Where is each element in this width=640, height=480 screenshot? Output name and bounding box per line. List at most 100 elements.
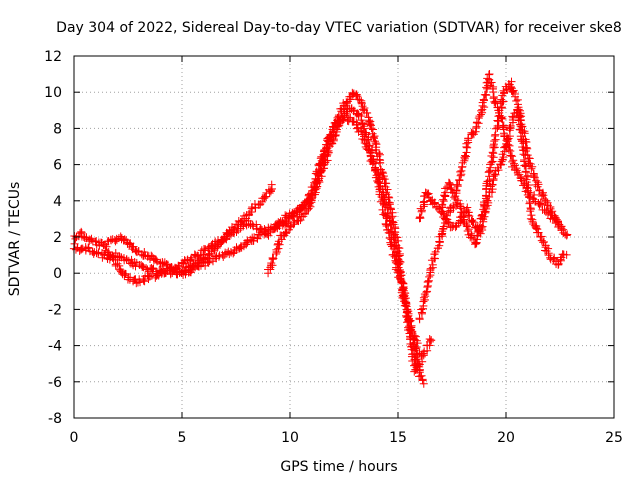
data-point: [509, 88, 518, 97]
data-point: [378, 195, 387, 204]
data-point: [483, 177, 492, 186]
data-point: [458, 212, 467, 221]
data-point: [87, 235, 96, 244]
data-point: [407, 323, 416, 332]
data-point: [130, 257, 139, 266]
data-point: [267, 223, 276, 232]
data-point: [352, 124, 361, 133]
data-point: [493, 116, 502, 125]
data-point: [527, 164, 536, 173]
data-point: [532, 224, 541, 233]
y-tick-label: -8: [48, 411, 62, 427]
data-point: [418, 376, 427, 385]
data-point: [463, 143, 472, 152]
data-point: [390, 252, 399, 261]
data-point: [539, 237, 548, 246]
data-point: [261, 192, 270, 201]
data-point: [393, 268, 402, 277]
data-point: [404, 316, 413, 325]
data-point: [267, 259, 276, 268]
data-point: [362, 108, 371, 117]
tick-labels: 0 5 10 15 20 25 -8 -6 -4 -2 0 2 4 6 8 10 12: [44, 49, 623, 446]
data-point: [317, 152, 326, 161]
data-point: [426, 264, 435, 273]
data-point: [366, 120, 375, 129]
data-point: [412, 361, 421, 370]
x-axis-label: GPS time / hours: [280, 459, 397, 475]
data-point: [530, 173, 539, 182]
data-point: [425, 272, 434, 281]
data-point: [458, 158, 467, 167]
data-point: [499, 97, 508, 106]
data-point: [131, 262, 140, 271]
data-point: [169, 265, 178, 274]
data-point: [487, 158, 496, 167]
data-point: [136, 278, 145, 287]
data-point: [383, 214, 392, 223]
data-point: [294, 217, 303, 226]
data-point: [360, 104, 369, 113]
x-tick-label: 0: [70, 430, 79, 446]
x-tick-label: 20: [497, 430, 515, 446]
data-point: [536, 199, 545, 208]
y-tick-label: -6: [48, 375, 62, 391]
data-point: [452, 180, 461, 189]
data-point: [457, 213, 466, 222]
data-point: [488, 180, 497, 189]
data-point: [94, 248, 103, 257]
data-point: [113, 259, 122, 268]
data-point: [111, 260, 120, 269]
data-point: [203, 258, 212, 267]
data-point: [323, 150, 332, 159]
data-point: [379, 199, 388, 208]
data-point: [490, 97, 499, 106]
data-point: [415, 314, 424, 323]
data-point: [463, 203, 472, 212]
data-point: [314, 176, 323, 185]
data-point: [225, 250, 234, 259]
data-point: [525, 198, 534, 207]
data-point: [484, 198, 493, 207]
y-tick-label: 12: [44, 49, 62, 65]
data-point: [479, 198, 488, 207]
data-point: [412, 344, 421, 353]
data-point: [385, 233, 394, 242]
data-point: [311, 185, 320, 194]
data-point: [527, 211, 536, 220]
data-point: [120, 271, 129, 280]
data-point: [361, 128, 370, 137]
y-tick-label: 8: [53, 121, 62, 137]
data-point: [526, 207, 535, 216]
data-point: [371, 165, 380, 174]
data-point: [425, 335, 434, 344]
data-point: [465, 212, 474, 221]
data-point: [261, 227, 270, 236]
data-point: [524, 181, 533, 190]
data-point: [289, 211, 298, 220]
chart-title: Day 304 of 2022, Sidereal Day-to-day VTE…: [56, 20, 622, 36]
data-point: [381, 220, 390, 229]
data-point: [399, 292, 408, 301]
data-point: [445, 179, 454, 188]
data-point: [509, 156, 518, 165]
y-tick-label: 0: [53, 266, 62, 282]
data-point: [111, 249, 120, 258]
data-point: [483, 196, 492, 205]
data-point: [488, 148, 497, 157]
x-tick-label: 5: [178, 430, 187, 446]
data-point: [417, 206, 426, 215]
data-point: [386, 205, 395, 214]
data-point: [427, 336, 436, 345]
data-point: [185, 256, 194, 265]
data-point: [342, 99, 351, 108]
data-point: [413, 339, 422, 348]
data-point: [455, 175, 464, 184]
data-point: [476, 229, 485, 238]
data-point: [286, 221, 295, 230]
data-point: [199, 250, 208, 259]
data-point: [415, 213, 424, 222]
data-point: [322, 136, 331, 145]
data-point: [333, 122, 342, 131]
data-point: [523, 184, 532, 193]
